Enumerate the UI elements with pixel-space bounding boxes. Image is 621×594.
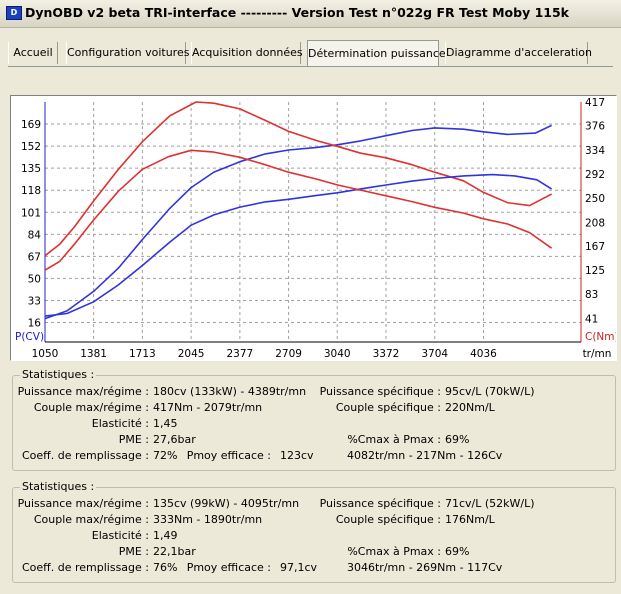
y-right-tick-label: 208 xyxy=(585,217,605,229)
y-left-tick-label: 135 xyxy=(21,163,41,175)
puissance-max-value: 135cv (99kW) - 4095tr/mn xyxy=(153,497,300,510)
cmax-pmax-value: 69% xyxy=(445,545,470,558)
couple-specifique-label: Couple spécifique : xyxy=(335,401,441,414)
y-right-tick-label: 167 xyxy=(585,241,605,253)
tab-determination-puissance[interactable]: Détermination puissance xyxy=(307,40,446,66)
x-tick-label: 1381 xyxy=(80,348,107,360)
couple-specifique-value: 220Nm/L xyxy=(445,401,495,414)
y-right-tick-label: 376 xyxy=(585,121,605,133)
pmoy-efficace-value: 97,1cv xyxy=(280,561,318,574)
x-tick-label: 3704 xyxy=(421,348,448,360)
x-tick-label: 2377 xyxy=(227,348,254,360)
x-tick-label: 1050 xyxy=(32,348,59,360)
y-left-tick-label: 50 xyxy=(28,273,41,285)
chart-axes xyxy=(44,102,582,343)
y-left-tick-label: 84 xyxy=(28,229,42,241)
elasticite-value: 1,49 xyxy=(153,529,178,542)
chart-grid xyxy=(44,102,581,342)
y-left-tick-label: 67 xyxy=(28,251,41,263)
y-left-tick-label: 169 xyxy=(21,119,41,131)
couple-specifique-value: 176Nm/L xyxy=(445,513,495,526)
puissance-max-label: Puissance max/régime : xyxy=(17,385,149,398)
pme-label: PME : xyxy=(118,433,149,446)
pme-value: 22,1bar xyxy=(153,545,196,558)
y-left-tick-label: 16 xyxy=(28,318,42,330)
x-tick-label: 4036 xyxy=(470,348,497,360)
pmoy-efficace-label: Pmoy efficace : xyxy=(186,561,271,574)
puissance-specifique-label: Puissance spécifique : xyxy=(319,497,441,510)
x-axis-label: tr/mn xyxy=(583,348,612,360)
couple-specifique-label: Couple spécifique : xyxy=(335,513,441,526)
tab-configuration-voitures[interactable]: Configuration voitures xyxy=(66,42,189,64)
y-right-tick-label: 417 xyxy=(585,97,605,109)
cmax-summary: 4082tr/mn - 217Nm - 126Cv xyxy=(347,449,503,462)
car-engine-icon: D xyxy=(6,6,22,20)
group-legend: Statistiques : xyxy=(20,368,97,381)
elasticite-label: Elasticité : xyxy=(91,529,149,542)
pmoy-efficace-label: Pmoy efficace : xyxy=(186,449,271,462)
cmax-summary: 3046tr/mn - 269Nm - 117Cv xyxy=(347,561,503,574)
torque-curve xyxy=(44,101,552,257)
x-tick-label: 1713 xyxy=(129,348,156,360)
x-tick-label: 3372 xyxy=(373,348,400,360)
chart-panel: 1050 1381 1713 2045 2377 2709 3040 3372 3704 4036… xyxy=(10,95,619,361)
statistics-group-1: Statistiques : Puissance max/régime : 18… xyxy=(12,368,616,471)
x-tick-label: 2709 xyxy=(275,348,302,360)
tab-acquisition-donnees[interactable]: Acquisition données xyxy=(191,42,303,64)
power-torque-chart: 1050 1381 1713 2045 2377 2709 3040 3372 3704 4036… xyxy=(15,97,619,360)
coeff-remplissage-label: Coeff. de remplissage : xyxy=(21,449,149,462)
couple-max-value: 417Nm - 2079tr/mn xyxy=(153,401,263,414)
y-right-tick-label: 292 xyxy=(585,169,605,181)
x-tick-label: 2045 xyxy=(178,348,205,360)
couple-max-label: Couple max/régime : xyxy=(33,513,149,526)
y-left-axis-label: P(CV) xyxy=(15,331,44,343)
window-title: DynOBD v2 beta TRI-interface --------- V… xyxy=(25,5,569,20)
pmoy-efficace-value: 123cv xyxy=(280,449,314,462)
puissance-specifique-value: 71cv/L (52kW/L) xyxy=(445,497,535,510)
puissance-specifique-value: 95cv/L (70kW/L) xyxy=(445,385,535,398)
chart-labels: 1050 1381 1713 2045 2377 2709 3040 3372 3704 4036… xyxy=(15,97,619,360)
cmax-pmax-value: 69% xyxy=(445,433,470,446)
y-right-tick-label: 334 xyxy=(585,145,605,157)
coeff-remplissage-label: Coeff. de remplissage : xyxy=(21,561,149,574)
tab-separator xyxy=(8,66,613,67)
couple-max-label: Couple max/régime : xyxy=(33,401,149,414)
chart-series xyxy=(44,101,553,320)
elasticite-label: Elasticité : xyxy=(91,417,149,430)
title-bar: D DynOBD v2 beta TRI-interface ---------… xyxy=(0,0,621,28)
y-left-tick-label: 152 xyxy=(21,141,41,153)
power-curve xyxy=(44,173,553,317)
y-right-tick-label: 41 xyxy=(585,313,598,325)
pme-label: PME : xyxy=(118,545,149,558)
cmax-pmax-label: %Cmax à Pmax : xyxy=(347,545,441,558)
torque-curve xyxy=(44,149,553,271)
group-legend: Statistiques : xyxy=(20,480,97,493)
y-right-tick-label: 125 xyxy=(585,265,605,277)
puissance-max-value: 180cv (133kW) - 4389tr/mn xyxy=(153,385,307,398)
coeff-remplissage-value: 76% xyxy=(153,561,178,574)
y-left-tick-label: 33 xyxy=(28,295,41,307)
coeff-remplissage-value: 72% xyxy=(153,449,178,462)
y-right-tick-label: 83 xyxy=(585,289,598,301)
y-left-tick-label: 101 xyxy=(21,207,41,219)
puissance-max-label: Puissance max/régime : xyxy=(17,497,149,510)
tab-accueil[interactable]: Accueil xyxy=(8,42,58,64)
puissance-specifique-label: Puissance spécifique : xyxy=(319,385,441,398)
tab-diagramme-acceleration[interactable]: Diagramme d'acceleration xyxy=(445,42,592,64)
x-tick-label: 3040 xyxy=(324,348,351,360)
elasticite-value: 1,45 xyxy=(153,417,178,430)
y-right-axis-label: C(Nm) xyxy=(585,331,616,343)
statistics-group-2: Statistiques : Puissance max/régime : 13… xyxy=(12,480,616,583)
couple-max-value: 333Nm - 1890tr/mn xyxy=(153,513,263,526)
power-curve xyxy=(44,124,552,320)
y-left-tick-label: 118 xyxy=(21,185,41,197)
cmax-pmax-label: %Cmax à Pmax : xyxy=(347,433,441,446)
y-right-tick-label: 250 xyxy=(585,193,605,205)
pme-value: 27,6bar xyxy=(153,433,196,446)
